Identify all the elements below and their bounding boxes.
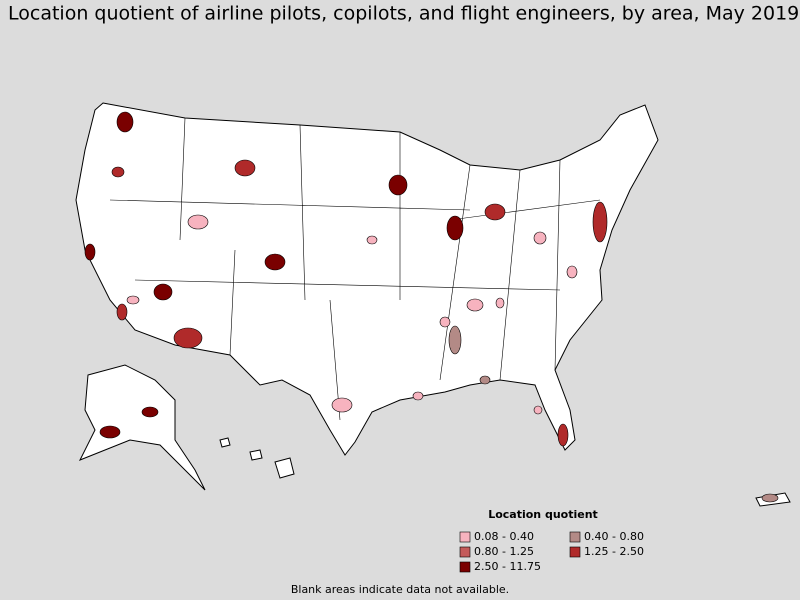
area [533,231,547,245]
legend-swatch [459,546,471,558]
state-borders [109,117,601,421]
area [141,406,159,418]
alaska [78,364,206,491]
area [479,375,491,385]
legend-label: 0.08 - 0.40 [474,530,534,543]
map-title: Location quotient of airline pilots, cop… [8,3,799,25]
legend-label: 0.80 - 1.25 [474,545,534,558]
legend-label: 0.40 - 0.80 [584,530,644,543]
area [412,391,424,401]
area [557,423,569,447]
legend: 0.08 - 0.40 0.40 - 0.80 0.80 - 1.25 1.25 - … [459,530,644,573]
area [187,214,209,230]
area [366,235,378,245]
area [116,303,128,321]
area [111,166,125,178]
area [439,316,451,328]
area [566,265,578,279]
area [533,405,543,415]
area [173,327,203,349]
area [761,493,779,503]
footnote: Blank areas indicate data not available. [291,583,509,596]
map-shapes [75,102,791,507]
area [484,203,506,221]
legend-swatch [569,546,581,558]
legend-swatch [459,531,471,543]
highlighted-areas [84,111,779,503]
area [116,111,134,133]
area [331,397,353,413]
area [466,298,484,312]
legend-label: 2.50 - 11.75 [474,560,541,573]
area [99,425,121,439]
area [84,243,96,261]
area [126,295,140,305]
area [234,159,256,177]
legend-title: Location quotient [488,508,598,521]
hawaii-3 [274,457,295,479]
area [495,297,505,309]
area [388,174,408,196]
area [446,215,464,241]
area [264,253,286,271]
area [448,325,462,355]
hawaii-1 [219,437,231,448]
area [153,283,173,301]
area [592,201,608,243]
legend-swatch [459,561,471,573]
legend-swatch [569,531,581,543]
hawaii-2 [249,449,263,461]
legend-label: 1.25 - 2.50 [584,545,644,558]
